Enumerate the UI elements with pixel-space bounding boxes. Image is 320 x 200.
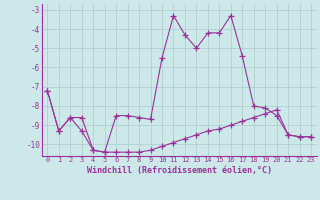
X-axis label: Windchill (Refroidissement éolien,°C): Windchill (Refroidissement éolien,°C) <box>87 166 272 175</box>
